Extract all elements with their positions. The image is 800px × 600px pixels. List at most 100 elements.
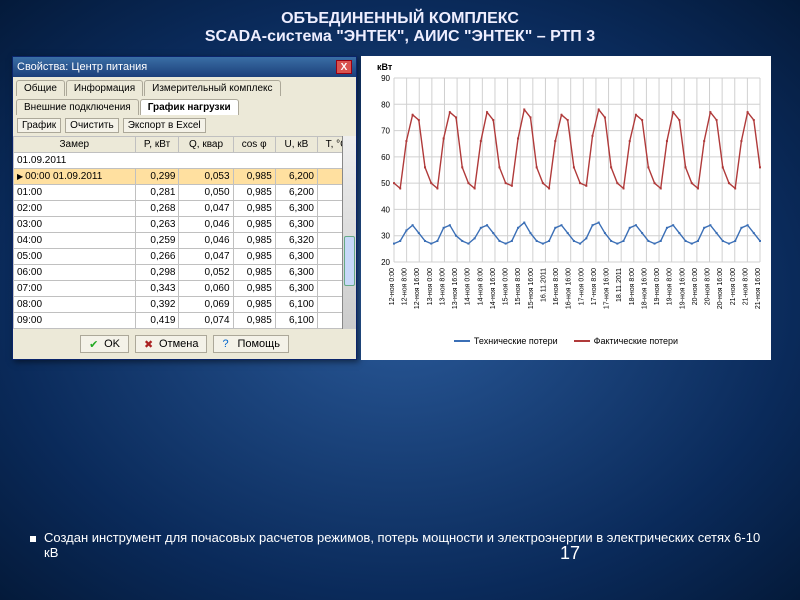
loss-chart: 20 30 40 50 60 70 80 90 12-ноя 0:00 12-ноя 8:00 12… <box>365 72 767 332</box>
legend-fact-label: Фактические потери <box>594 336 678 346</box>
svg-text:13-ноя 8:00: 13-ноя 8:00 <box>439 268 446 305</box>
svg-text:16-ноя 8:00: 16-ноя 8:00 <box>553 268 560 305</box>
check-icon: ✔ <box>89 338 101 350</box>
svg-text:18-ноя 8:00: 18-ноя 8:00 <box>629 268 636 305</box>
svg-text:15-ноя 0:00: 15-ноя 0:00 <box>503 268 510 305</box>
svg-text:20-ноя 8:00: 20-ноя 8:00 <box>705 268 712 305</box>
table-row[interactable]: 06:000,2980,0520,9856,300 <box>14 265 356 281</box>
svg-text:12-ноя 16:00: 12-ноя 16:00 <box>414 268 421 309</box>
ok-label: OK <box>104 338 120 350</box>
svg-text:20-ноя 16:00: 20-ноя 16:00 <box>717 268 724 309</box>
svg-text:13-ноя 16:00: 13-ноя 16:00 <box>452 268 459 309</box>
svg-text:19-ноя 0:00: 19-ноя 0:00 <box>654 268 661 305</box>
col-2[interactable]: Q, квар <box>179 137 233 153</box>
svg-text:21-ноя 0:00: 21-ноя 0:00 <box>730 268 737 305</box>
tabs-row-2: Внешние подключенияГрафик нагрузки <box>13 96 356 115</box>
tab-Внешние подключения[interactable]: Внешние подключения <box>16 99 139 115</box>
cancel-button[interactable]: ✖ Отмена <box>135 335 207 353</box>
svg-text:14-ноя 0:00: 14-ноя 0:00 <box>465 268 472 305</box>
svg-text:13-ноя 0:00: 13-ноя 0:00 <box>427 268 434 305</box>
help-label: Помощь <box>237 338 280 350</box>
table-row[interactable]: 09:000,4190,0740,9856,100 <box>14 313 356 329</box>
scrollbar-thumb[interactable] <box>344 236 355 286</box>
toolbar-График[interactable]: График <box>17 118 61 133</box>
svg-text:80: 80 <box>381 100 390 109</box>
close-icon[interactable]: X <box>336 60 352 74</box>
legend-fact: Фактические потери <box>574 336 678 346</box>
svg-text:14-ноя 8:00: 14-ноя 8:00 <box>477 268 484 305</box>
svg-text:14-ноя 16:00: 14-ноя 16:00 <box>490 268 497 309</box>
chart-legend: Технические потери Фактические потери <box>365 332 767 346</box>
svg-text:21-ноя 8:00: 21-ноя 8:00 <box>742 268 749 305</box>
col-1[interactable]: P, кВт <box>135 137 179 153</box>
tabs-row-1: ОбщиеИнформацияИзмерительный комплекс <box>13 77 356 96</box>
legend-tech-label: Технические потери <box>474 336 558 346</box>
svg-text:17-ноя 16:00: 17-ноя 16:00 <box>604 268 611 309</box>
svg-text:17-ноя 0:00: 17-ноя 0:00 <box>578 268 585 305</box>
page-number: 17 <box>560 543 580 564</box>
tab-График нагрузки[interactable]: График нагрузки <box>140 99 239 115</box>
svg-text:15-ноя 8:00: 15-ноя 8:00 <box>515 268 522 305</box>
svg-text:12-ноя 0:00: 12-ноя 0:00 <box>389 268 396 305</box>
svg-text:21-ноя 16:00: 21-ноя 16:00 <box>755 268 762 309</box>
slide-bullet: Создан инструмент для почасовых расчетов… <box>30 530 770 560</box>
svg-text:17-ноя 8:00: 17-ноя 8:00 <box>591 268 598 305</box>
tab-Общие[interactable]: Общие <box>16 80 65 96</box>
question-icon: ? <box>222 338 234 350</box>
chart-panel: кВт 20 30 40 50 60 70 80 90 12-ноя 0:00 12-ноя 8:… <box>361 56 771 360</box>
svg-text:90: 90 <box>381 74 390 83</box>
svg-text:12-ноя 8:00: 12-ноя 8:00 <box>402 268 409 305</box>
svg-text:50: 50 <box>381 179 390 188</box>
dialog-buttons: ✔ OK ✖ Отмена ? Помощь <box>13 329 356 359</box>
window-titlebar[interactable]: Свойства: Центр питания X <box>13 57 356 77</box>
title-line-2: SCADA-система "ЭНТЕК", АИИС "ЭНТЕК" – РТ… <box>0 28 800 46</box>
toolbar-Очистить[interactable]: Очистить <box>65 118 119 133</box>
tab-Измерительный комплекс[interactable]: Измерительный комплекс <box>144 80 280 96</box>
data-table: ЗамерP, кВтQ, кварcos φU, кВT, °C 01.09.… <box>13 136 356 329</box>
svg-text:18.11.2011: 18.11.2011 <box>616 268 623 302</box>
svg-text:60: 60 <box>381 153 390 162</box>
svg-text:20: 20 <box>381 258 390 267</box>
table-row[interactable]: 08:000,3920,0690,9856,100 <box>14 297 356 313</box>
date-header: 01.09.2011 <box>14 153 356 169</box>
table-row[interactable]: 05:000,2660,0470,9856,300 <box>14 249 356 265</box>
title-line-1: ОБЪЕДИНЕННЫЙ КОМПЛЕКС <box>0 10 800 28</box>
svg-text:15-ноя 16:00: 15-ноя 16:00 <box>528 268 535 309</box>
bullet-text: Создан инструмент для почасовых расчетов… <box>44 530 770 560</box>
toolbar-Экспорт в Excel[interactable]: Экспорт в Excel <box>123 118 206 133</box>
chart-y-label: кВт <box>365 62 767 72</box>
svg-text:19-ноя 8:00: 19-ноя 8:00 <box>667 268 674 305</box>
legend-line-tech <box>454 340 470 342</box>
table-row[interactable]: 07:000,3430,0600,9856,300 <box>14 281 356 297</box>
bullet-icon <box>30 536 36 542</box>
svg-text:16.11.2011: 16.11.2011 <box>540 268 547 302</box>
tab-Информация[interactable]: Информация <box>66 80 143 96</box>
window-toolbar: График Очистить Экспорт в Excel <box>13 115 356 136</box>
svg-text:30: 30 <box>381 232 390 241</box>
svg-text:16-ноя 16:00: 16-ноя 16:00 <box>566 268 573 309</box>
table-row[interactable]: 00:00 01.09.20110,2990,0530,9856,200 <box>14 169 356 185</box>
help-button[interactable]: ? Помощь <box>213 335 289 353</box>
table-row[interactable]: 04:000,2590,0460,9856,320 <box>14 233 356 249</box>
legend-line-fact <box>574 340 590 342</box>
legend-tech: Технические потери <box>454 336 558 346</box>
col-4[interactable]: U, кВ <box>275 137 317 153</box>
table-row[interactable]: 01:000,2810,0500,9856,200 <box>14 185 356 201</box>
cancel-label: Отмена <box>159 338 198 350</box>
table-scrollbar[interactable] <box>342 136 356 329</box>
col-0[interactable]: Замер <box>14 137 136 153</box>
col-3[interactable]: cos φ <box>233 137 275 153</box>
slide-title: ОБЪЕДИНЕННЫЙ КОМПЛЕКС SCADA-система "ЭНТ… <box>0 0 800 56</box>
table-row[interactable]: 03:000,2630,0460,9856,300 <box>14 217 356 233</box>
svg-text:70: 70 <box>381 127 390 136</box>
table-row[interactable]: 02:000,2680,0470,9856,300 <box>14 201 356 217</box>
svg-text:20-ноя 0:00: 20-ноя 0:00 <box>692 268 699 305</box>
svg-text:19-ноя 16:00: 19-ноя 16:00 <box>679 268 686 309</box>
ok-button[interactable]: ✔ OK <box>80 335 129 353</box>
chart-svg: 20 30 40 50 60 70 80 90 12-ноя 0:00 12-ноя 8:00 12… <box>365 72 767 332</box>
properties-window: Свойства: Центр питания X ОбщиеИнформаци… <box>12 56 357 360</box>
svg-text:18-ноя 16:00: 18-ноя 16:00 <box>641 268 648 309</box>
cross-icon: ✖ <box>144 338 156 350</box>
window-title: Свойства: Центр питания <box>17 61 147 73</box>
svg-text:40: 40 <box>381 205 390 214</box>
